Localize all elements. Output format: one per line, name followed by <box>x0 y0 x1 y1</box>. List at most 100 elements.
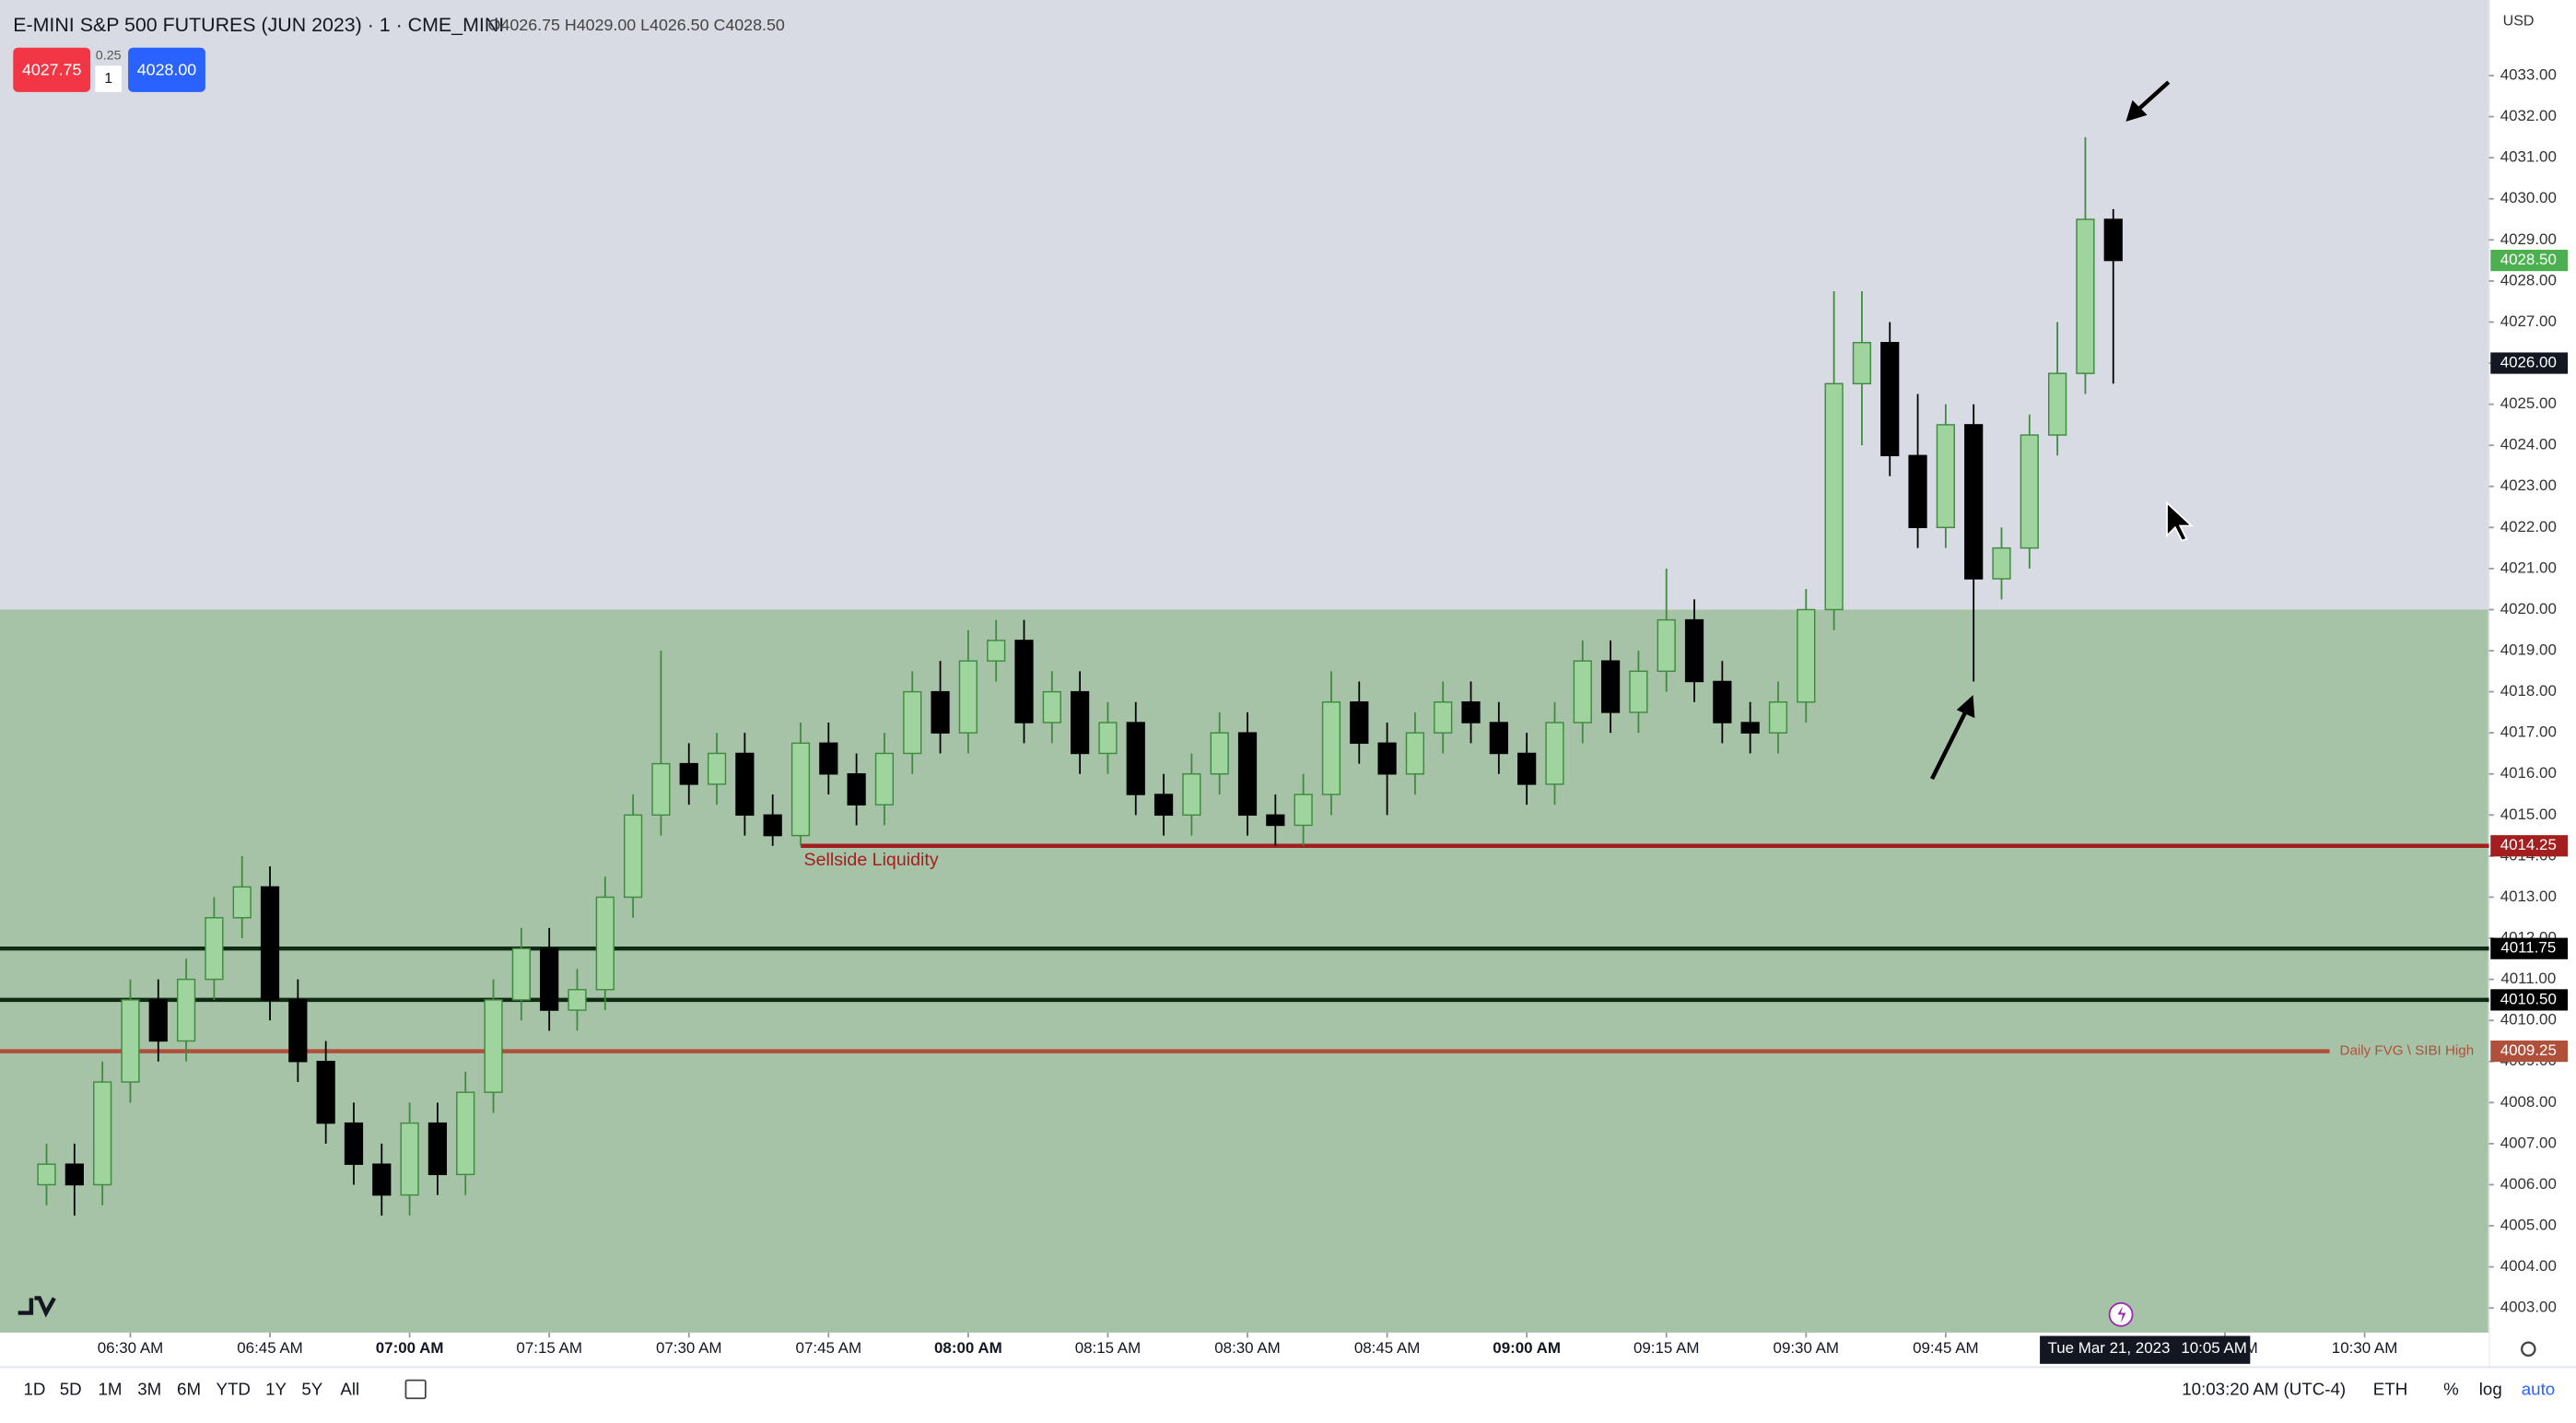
quantity-box[interactable] <box>95 65 122 92</box>
candle-body <box>456 1091 475 1176</box>
zone <box>0 609 2489 1333</box>
candle-body <box>707 752 727 785</box>
x-tick-label: 09:00 AM <box>1493 1339 1561 1357</box>
y-tick-label: 4017.00 <box>2500 723 2557 741</box>
level-price-label-box <box>2490 835 2569 857</box>
y-tick-label: 4011.00 <box>2500 970 2556 987</box>
candle-body <box>1545 722 1564 785</box>
event-bolt <box>2117 1306 2126 1323</box>
settings-icon[interactable] <box>2520 1341 2536 1358</box>
range-button[interactable]: 1Y <box>265 1379 287 1398</box>
candle-body <box>1014 640 1034 723</box>
candle-body <box>1350 701 1369 745</box>
log-toggle[interactable]: log <box>2479 1379 2502 1398</box>
candle-body <box>1740 722 1760 734</box>
quantity[interactable]: 1 <box>104 70 112 87</box>
candle-body <box>847 773 866 806</box>
candle-body <box>568 989 587 1011</box>
candle-body <box>763 814 782 837</box>
range-button[interactable]: All <box>340 1379 359 1398</box>
candle-body <box>2103 218 2123 262</box>
candle-body <box>1824 382 1844 611</box>
y-tick-label: 4029.00 <box>2500 230 2557 248</box>
crosshair-time: 10:05 AM <box>2181 1339 2247 1357</box>
y-tick-label: 4018.00 <box>2500 682 2557 700</box>
ohlc-legend: O4026.75 H4029.00 L4026.50 C4028.50 <box>488 16 785 34</box>
y-tick-label: 4008.00 <box>2500 1093 2557 1111</box>
candle-body <box>1182 773 1201 817</box>
candle-body <box>205 917 224 981</box>
candle-body <box>1266 814 1285 827</box>
candle-body <box>2020 434 2039 549</box>
candle-body <box>1964 424 1984 580</box>
candle-body <box>288 999 308 1063</box>
x-tick-label: 07:45 AM <box>796 1339 862 1357</box>
candle-body <box>176 978 196 1042</box>
level-price-label: 4010.50 <box>2500 990 2557 1007</box>
candle-body <box>1852 342 1872 385</box>
candle-body <box>931 690 950 734</box>
candle-body <box>790 742 811 837</box>
candle-body <box>987 640 1006 662</box>
auto-toggle[interactable]: auto <box>2522 1379 2555 1398</box>
spread: 0.25 <box>96 48 122 63</box>
range-button[interactable]: 6M <box>177 1379 201 1398</box>
candle-body <box>1629 670 1648 713</box>
range-button[interactable]: 3M <box>137 1379 161 1398</box>
buy-button[interactable] <box>128 47 205 92</box>
candle-body <box>1434 701 1453 734</box>
candle-body <box>1237 732 1258 817</box>
arrow <box>1930 712 1967 781</box>
candle-body <box>1042 690 1061 723</box>
x-tick-label: 08:45 AM <box>1354 1339 1421 1357</box>
percent-toggle[interactable]: % <box>2443 1379 2459 1398</box>
x-tick-label: 08:00 AM <box>934 1339 1002 1357</box>
last-price-label-box <box>2490 250 2569 272</box>
candle-body <box>2076 218 2095 374</box>
candle-body <box>427 1122 448 1176</box>
level-price-label: 4009.25 <box>2500 1041 2557 1059</box>
level-price-label-box <box>2490 937 2569 959</box>
range-button[interactable]: YTD <box>216 1379 250 1398</box>
sell-button[interactable] <box>13 47 91 92</box>
crosshair-date: Tue Mar 21, 2023 <box>2048 1339 2171 1357</box>
buy-price[interactable]: 4028.00 <box>137 60 197 78</box>
candle-body <box>1600 660 1621 713</box>
y-tick-label: 4015.00 <box>2500 806 2557 823</box>
candle-body <box>1713 680 1732 723</box>
logo <box>18 1296 56 1318</box>
range-button[interactable]: 1D <box>23 1379 45 1398</box>
candle-body <box>372 1163 392 1196</box>
candle-body <box>1461 701 1481 723</box>
session[interactable]: ETH <box>2373 1379 2407 1398</box>
calendar-icon[interactable] <box>404 1379 427 1400</box>
range-button[interactable]: 5D <box>60 1379 82 1398</box>
y-tick-label: 4007.00 <box>2500 1134 2557 1151</box>
y-tick-label: 4022.00 <box>2500 518 2557 535</box>
sell-price[interactable]: 4027.75 <box>22 60 82 78</box>
arrow <box>2134 80 2171 113</box>
candle-body <box>316 1061 335 1124</box>
candle-body <box>484 999 503 1093</box>
candle-body <box>874 752 895 806</box>
event-icon[interactable] <box>2108 1301 2134 1327</box>
y-tick-label: 4013.00 <box>2500 888 2557 905</box>
range-button[interactable]: 5Y <box>301 1379 322 1398</box>
candle-body <box>37 1163 56 1186</box>
currency[interactable]: USD <box>2503 12 2535 29</box>
y-tick-label: 4024.00 <box>2500 436 2557 453</box>
x-tick-label: 07:00 AM <box>376 1339 444 1357</box>
candle-body <box>260 886 280 1001</box>
candle-body <box>1657 618 1676 673</box>
y-tick-label: 4006.00 <box>2500 1175 2557 1193</box>
candle-body <box>1908 454 1927 529</box>
price-axis <box>2488 0 2576 1368</box>
candle-body <box>595 896 615 991</box>
chart-title: E-MINI S&P 500 FUTURES (JUN 2023) · 1 · … <box>13 14 504 36</box>
candle-body <box>903 690 922 755</box>
x-tick-label: 06:45 AM <box>237 1339 303 1357</box>
range-button[interactable]: 1M <box>98 1379 122 1398</box>
candle-body <box>1126 722 1145 795</box>
candle-body <box>958 660 978 734</box>
candle-body <box>93 1081 112 1186</box>
